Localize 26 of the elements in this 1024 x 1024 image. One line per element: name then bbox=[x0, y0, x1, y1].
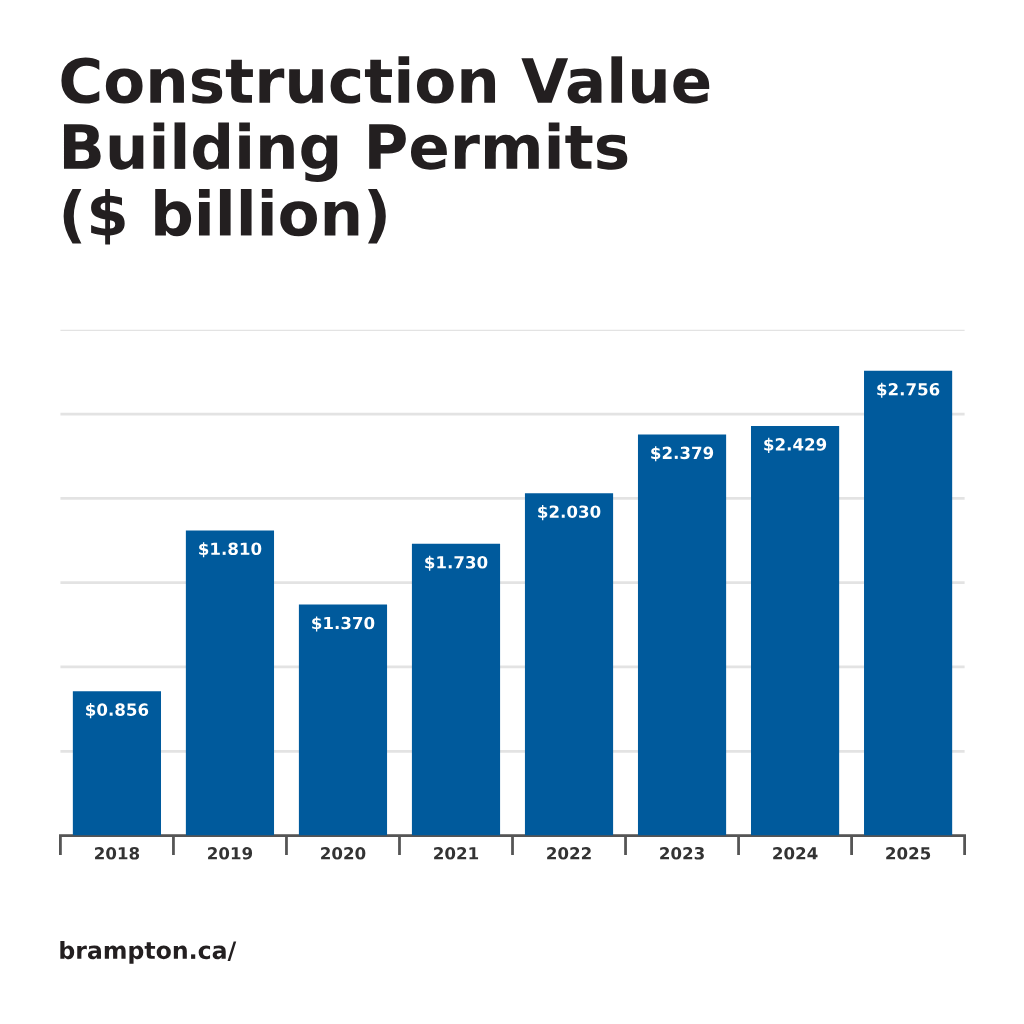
chart-title: Construction Value Building Permits ($ billion) bbox=[61, 56, 710, 245]
x-tick-label: 2024 bbox=[773, 846, 818, 860]
bar bbox=[411, 543, 501, 836]
bar bbox=[637, 434, 727, 836]
data-label: $1.810 bbox=[199, 542, 262, 558]
data-label: $2.756 bbox=[877, 382, 940, 398]
text: brampton.ca/ bbox=[60, 940, 237, 964]
data-label: $2.429 bbox=[764, 437, 827, 453]
x-tick-label: 2023 bbox=[660, 846, 704, 860]
x-tick-label: 2019 bbox=[208, 846, 253, 860]
x-tick-label: 2018 bbox=[95, 846, 140, 860]
data-label: $2.030 bbox=[538, 505, 601, 521]
x-tick-label: 2022 bbox=[547, 846, 591, 860]
data-label: $2.379 bbox=[651, 446, 714, 462]
bar bbox=[72, 691, 162, 836]
x-tick-label: 2021 bbox=[434, 846, 479, 860]
data-label: $1.370 bbox=[312, 616, 375, 632]
bar bbox=[524, 493, 614, 836]
data-label: $1.730 bbox=[425, 555, 488, 571]
bar bbox=[298, 604, 388, 836]
bar bbox=[750, 426, 840, 836]
x-tick-label: 2020 bbox=[321, 846, 366, 860]
data-label: $0.856 bbox=[86, 703, 149, 719]
bar bbox=[864, 370, 953, 836]
x-tick-label: 2025 bbox=[886, 846, 931, 860]
bar bbox=[185, 530, 275, 836]
